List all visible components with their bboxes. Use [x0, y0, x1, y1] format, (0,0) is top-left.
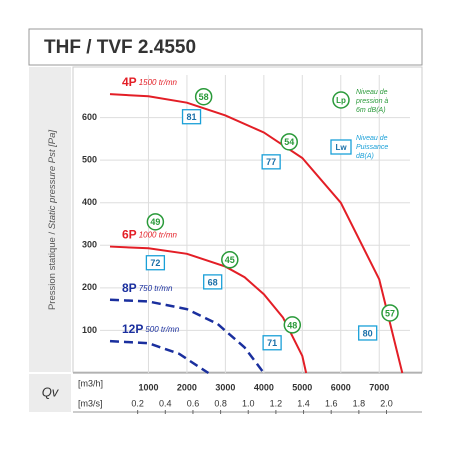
- lp-badge: [146, 213, 165, 231]
- plot: 100 200 300 400 500 600 1000 2000 3000 4000 5000 60…: [82, 75, 410, 414]
- y-tick-label: 500: [82, 155, 97, 165]
- lp-badge: [283, 316, 302, 334]
- title-box: [28, 28, 423, 66]
- curve-label: 8P 750 tr/mn: [122, 281, 173, 295]
- lw-value: 77: [266, 157, 276, 167]
- y-tick-label: 600: [82, 112, 97, 122]
- curve-name: 12P: [122, 322, 143, 336]
- qv-cell: [29, 374, 71, 412]
- x2-tick-label: 0.4: [159, 398, 172, 408]
- legend-lw-text: dB(A): [356, 153, 374, 160]
- lw-badge: [262, 335, 282, 351]
- legend-lw-symbol: [330, 139, 352, 155]
- curve-speed: 1000 tr/mn: [139, 231, 178, 240]
- x2-tick-label: 0.8: [214, 398, 227, 408]
- lp-badge: [381, 304, 399, 322]
- x-tick-label: 2000: [177, 382, 197, 392]
- y-label-en: Static pressure Pst [Pa]: [47, 130, 58, 230]
- lw-badge: [261, 154, 281, 170]
- x2-tick-label: 2.0: [380, 398, 393, 408]
- x-tick-label: 4000: [254, 382, 274, 392]
- x-axis-label: Qv: [42, 384, 60, 399]
- x2-tick-label: 0.2: [131, 398, 144, 408]
- legend-lp: Lp: [336, 96, 346, 105]
- curve: [109, 245, 308, 374]
- y-label-cell: [29, 67, 71, 372]
- lw-value: 72: [150, 258, 160, 268]
- x-tick-label: 3000: [215, 382, 235, 392]
- lw-value: 80: [363, 328, 373, 338]
- lw-value: 81: [187, 112, 197, 122]
- curve: [109, 298, 265, 374]
- x-tick-label: 5000: [292, 382, 312, 392]
- x-tick-label: 1000: [138, 382, 158, 392]
- curve-label: 6P 1000 tr/mn: [122, 228, 177, 242]
- x2-tick-label: 1.2: [270, 398, 283, 408]
- lp-value: 48: [287, 320, 297, 330]
- x2-tick-label: 1.4: [297, 398, 310, 408]
- x-tick-label: 7000: [369, 382, 389, 392]
- legend-lp-text: pression à: [355, 98, 388, 105]
- y-tick-label: 200: [82, 282, 97, 292]
- curve: [109, 93, 404, 374]
- lp-value: 57: [385, 308, 395, 318]
- lp-value: 49: [150, 217, 160, 227]
- lw-value: 68: [208, 277, 218, 287]
- legend-lw-text: Niveau de: [356, 135, 388, 142]
- y-label-fr: Pression statique /: [47, 232, 58, 311]
- curve-label: 12P 500 tr/mn: [122, 322, 180, 336]
- legend-lw: Lw: [335, 143, 347, 152]
- curve: [109, 339, 210, 375]
- y-tick-label: 400: [82, 197, 97, 207]
- lp-value: 45: [225, 255, 235, 265]
- legend-lp-text: Niveau de: [356, 89, 388, 96]
- chart-title: THF / TVF 2.4550: [44, 37, 196, 58]
- lp-badge: [194, 87, 213, 106]
- x2-tick-label: 1.8: [353, 398, 366, 408]
- curve-name: 6P: [122, 228, 137, 242]
- legend-lw-text: Puissance: [356, 144, 388, 151]
- curve-speed: 1500 tr/mn: [139, 78, 178, 87]
- lp-value: 58: [199, 92, 209, 102]
- x-unit: [m3/h]: [78, 378, 103, 388]
- lw-badge: [181, 109, 202, 125]
- y-tick-label: 100: [82, 325, 97, 335]
- x-tick-label: 6000: [331, 382, 351, 392]
- x2-tick-label: 1.0: [242, 398, 255, 408]
- curve-name: 8P: [122, 281, 137, 295]
- x2-tick-label: 1.6: [325, 398, 338, 408]
- lw-value: 71: [267, 338, 277, 348]
- lp-badge: [280, 133, 298, 151]
- curve-label: 4P 1500 tr/mn: [122, 75, 177, 89]
- curve-speed: 500 tr/mn: [145, 325, 179, 334]
- legend-lp-text: 6m dB(A): [356, 107, 386, 114]
- lp-badge: [221, 251, 239, 269]
- x2-unit: [m3/s]: [78, 398, 103, 408]
- y-axis-label: Pression statique / Static pressure Pst …: [47, 130, 58, 310]
- curve-speed: 750 tr/mn: [139, 284, 173, 293]
- lw-badge: [203, 274, 223, 290]
- curve-name: 4P: [122, 75, 137, 89]
- lp-value: 54: [284, 137, 294, 147]
- x2-tick-label: 0.6: [187, 398, 200, 408]
- y-tick-label: 300: [82, 240, 97, 250]
- legend-lp-symbol: [332, 91, 350, 109]
- lw-badge: [358, 325, 378, 341]
- lw-badge: [145, 255, 166, 271]
